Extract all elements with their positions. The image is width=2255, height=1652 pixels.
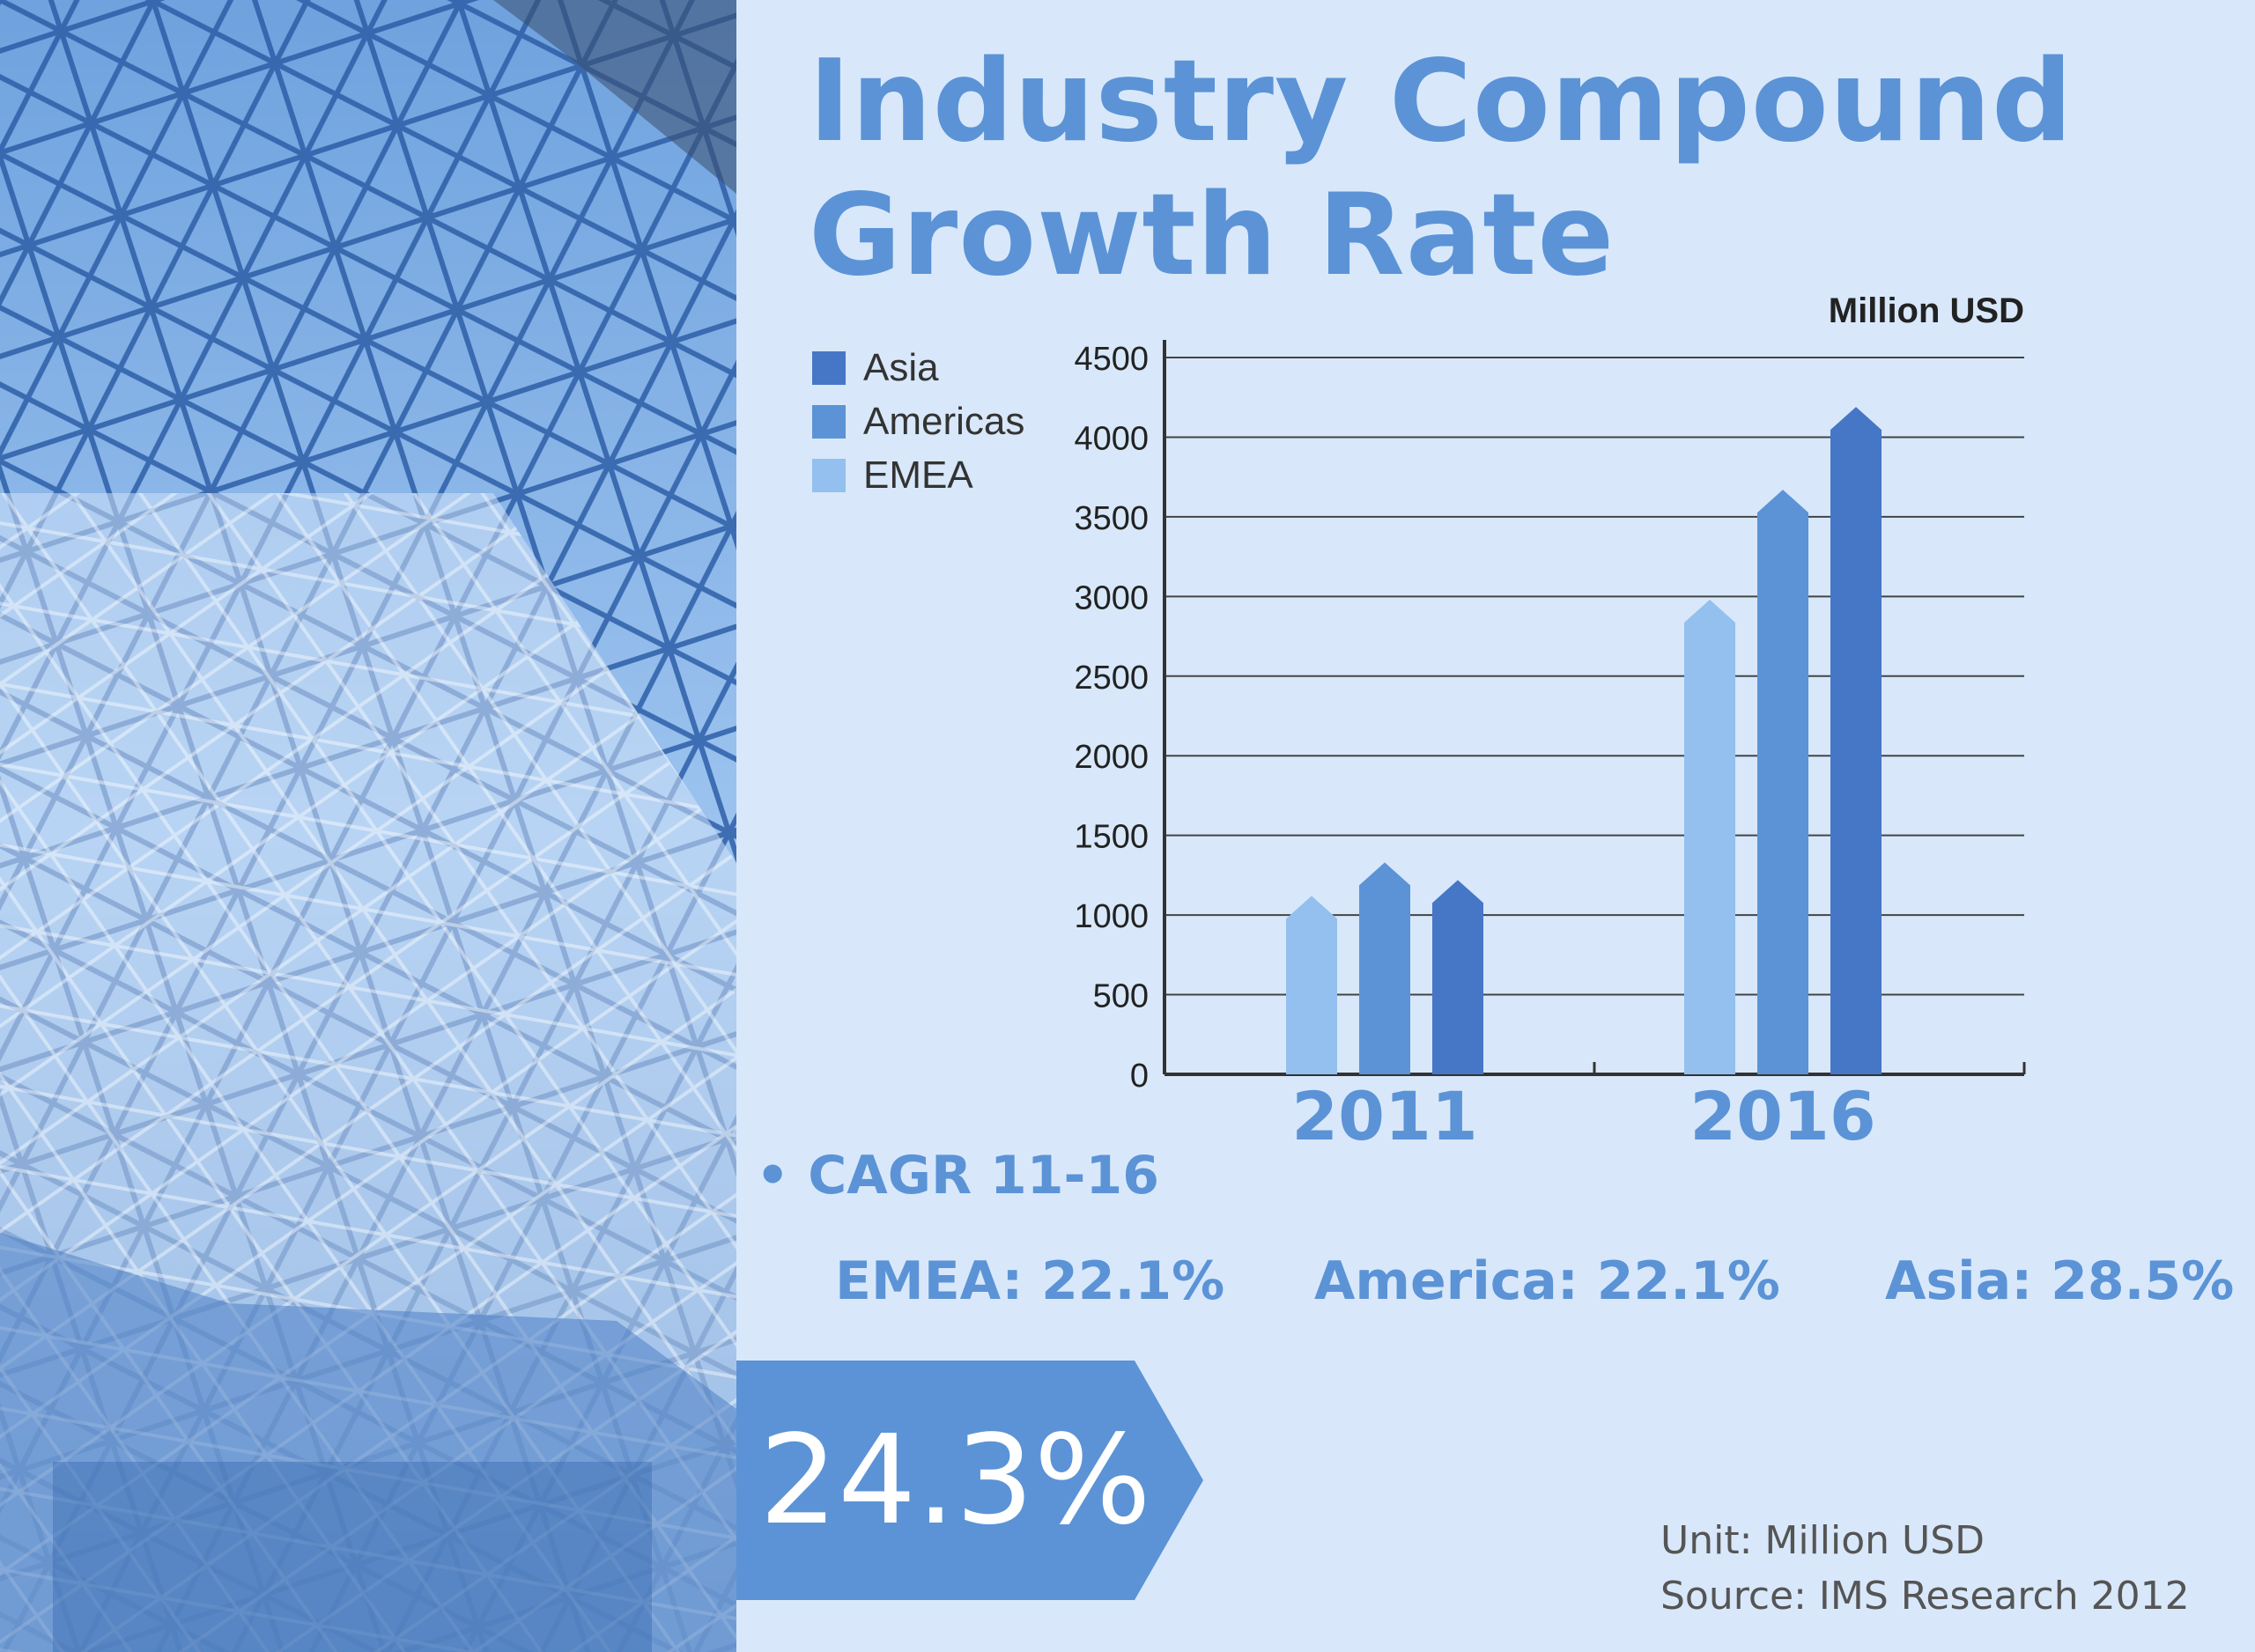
y-tick-label: 2500 <box>1074 660 1149 697</box>
y-tick-label: 1500 <box>1074 819 1149 856</box>
y-tick-label: 1000 <box>1074 898 1149 935</box>
y-tick-label: 500 <box>1093 978 1149 1015</box>
legend-item-asia: Asia <box>812 346 939 390</box>
legend-label-emea: EMEA <box>863 454 973 497</box>
x-tick-label-2016: 2016 <box>1689 1077 1876 1155</box>
x-tick-label-2011: 2011 <box>1291 1077 1478 1155</box>
legend-label-americas: Americas <box>863 400 1025 443</box>
bar-americas-2011 <box>1359 862 1410 1074</box>
cagr-heading-text: CAGR 11-16 <box>808 1145 1159 1206</box>
legend-label-asia: Asia <box>863 346 939 389</box>
cagr-heading: • CAGR 11-16 <box>756 1145 1159 1206</box>
footnote-source: Source: IMS Research 2012 <box>1660 1574 2190 1619</box>
bar-asia-2011 <box>1432 880 1483 1074</box>
bar-emea-2016 <box>1684 599 1735 1074</box>
y-tick-label: 3500 <box>1074 500 1149 537</box>
legend-item-americas: Americas <box>812 400 1024 444</box>
background-photo <box>0 0 736 1652</box>
legend-swatch-asia <box>812 351 846 385</box>
y-tick-label: 4500 <box>1074 341 1149 378</box>
cagr-america: America: 22.1% <box>1314 1250 1780 1312</box>
bar-asia-2016 <box>1830 407 1882 1074</box>
y-tick-label: 4000 <box>1074 420 1149 457</box>
cagr-asia: Asia: 28.5% <box>1885 1250 2235 1312</box>
bar-emea-2011 <box>1286 896 1337 1074</box>
y-axis-unit-label: Million USD <box>1829 291 2024 330</box>
legend-swatch-americas <box>812 405 846 439</box>
y-tick-label: 3000 <box>1074 579 1149 616</box>
highlight-value: 24.3% <box>759 1409 1151 1552</box>
bar-chart: 0 500 1000 1500 2000 2500 3000 3500 4000 4500 Mill… <box>1074 291 2026 1155</box>
legend-swatch-emea <box>812 459 846 492</box>
footnote-unit: Unit: Million USD <box>1660 1518 1985 1563</box>
y-tick-label: 2000 <box>1074 739 1149 776</box>
bar-americas-2016 <box>1757 490 1808 1074</box>
page-title: Industry Compound Growth Rate <box>809 36 2074 301</box>
highlight-arrow-shape <box>736 1361 1203 1600</box>
legend-item-emea: EMEA <box>812 454 973 498</box>
y-tick-label: 0 <box>1130 1058 1149 1095</box>
cagr-emea: EMEA: 22.1% <box>835 1250 1225 1312</box>
